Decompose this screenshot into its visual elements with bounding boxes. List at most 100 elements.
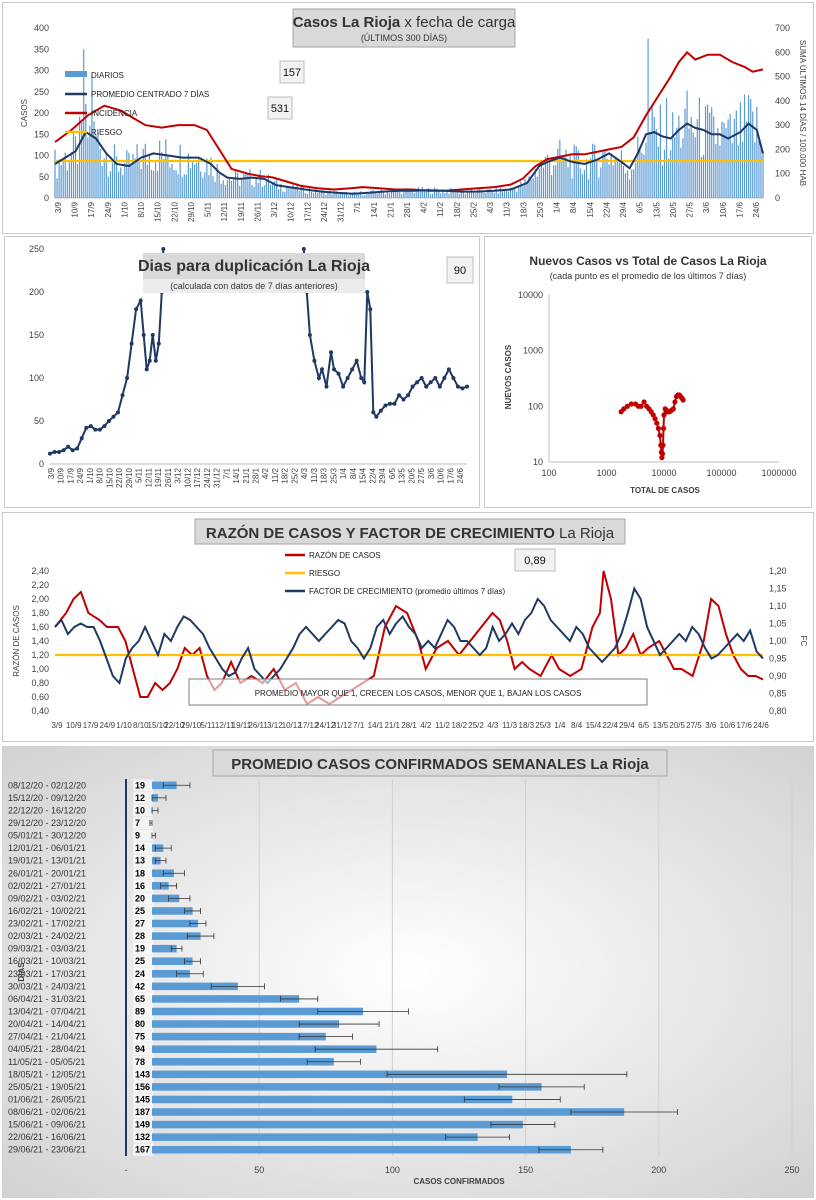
daily-bar <box>267 174 270 198</box>
daily-bar <box>372 189 374 198</box>
x-tick-label: 22/4 <box>368 467 377 483</box>
data-point <box>319 367 324 372</box>
daily-bar <box>686 90 688 198</box>
x-tick-label: 17/12 <box>298 721 319 730</box>
razon-chart: 0,40 0,60 0,80 1,00 1,20 1,40 1,60 1,80 2,00 2,20… <box>12 518 808 730</box>
bar-value-label: 13 <box>135 856 145 866</box>
value-label-bg <box>133 779 153 792</box>
daily-bar <box>118 171 120 198</box>
chart-subtitle: (cada punto es el promedio de los último… <box>550 271 747 281</box>
daily-bar <box>255 178 257 198</box>
daily-bar <box>81 121 83 198</box>
daily-bar <box>620 150 622 198</box>
daily-bar <box>60 164 62 198</box>
daily-bar <box>501 191 503 198</box>
daily-bar <box>269 184 272 198</box>
value-label-bg <box>133 1055 153 1068</box>
daily-bar <box>618 162 620 198</box>
daily-bar <box>390 191 393 198</box>
data-point <box>144 367 149 372</box>
daily-bar <box>427 187 430 198</box>
y2-tick-label: 1,05 <box>769 619 787 629</box>
daily-bar <box>388 193 391 198</box>
daily-bar <box>579 168 581 198</box>
daily-bar <box>286 186 288 198</box>
data-point <box>161 247 166 251</box>
category-label: 29/06/21 - 23/06/21 <box>8 1145 86 1155</box>
daily-bar <box>745 121 748 198</box>
daily-bar <box>468 192 471 198</box>
x-tick-label: 3/6 <box>427 467 436 479</box>
data-point <box>141 333 146 337</box>
daily-bar <box>573 144 575 198</box>
daily-bar <box>179 144 181 198</box>
daily-bar <box>163 159 165 198</box>
annotation-value: 0,89 <box>524 555 545 567</box>
bar <box>152 1070 507 1079</box>
x-tick-label: 8/4 <box>571 721 583 730</box>
data-point <box>120 393 125 398</box>
data-point <box>70 448 75 453</box>
x-tick-label: 24/6 <box>752 201 761 217</box>
x-tick-label: 25/2 <box>290 467 299 483</box>
daily-bar <box>360 191 362 198</box>
data-point <box>57 449 62 454</box>
data-point <box>150 333 155 337</box>
x-tick-label: 17/9 <box>87 201 96 217</box>
daily-bar <box>434 187 436 198</box>
category-label: 15/06/21 - 09/06/21 <box>8 1120 86 1130</box>
legend-label: DIARIOS <box>91 71 124 80</box>
daily-bar <box>639 147 641 198</box>
x-tick-label: 26/11 <box>253 201 262 221</box>
y-tick-label: 0,80 <box>31 678 49 688</box>
x-tick-label: 21/1 <box>384 721 400 730</box>
data-point <box>106 419 111 423</box>
daily-bar <box>696 119 698 198</box>
daily-bar <box>362 195 364 198</box>
daily-bar <box>750 99 752 198</box>
bar-value-label: 25 <box>135 906 145 916</box>
y-tick-label: 150 <box>34 129 49 139</box>
daily-bar <box>516 191 518 198</box>
title-box <box>292 8 516 48</box>
bar-value-label: 143 <box>135 1069 150 1079</box>
daily-bar <box>520 181 522 198</box>
category-label: 01/06/21 - 26/05/21 <box>8 1094 86 1104</box>
x-tick-label: 18/3 <box>519 721 535 730</box>
daily-bar <box>524 179 526 198</box>
category-label: 09/02/21 - 03/02/21 <box>8 893 86 903</box>
daily-bar <box>331 194 333 198</box>
bar-value-label: 12 <box>135 793 145 803</box>
y-tick-label: 50 <box>34 416 44 426</box>
daily-bar <box>546 154 549 198</box>
daily-bar <box>614 157 616 198</box>
bar-value-label: 19 <box>135 944 145 954</box>
daily-bar <box>56 178 58 198</box>
daily-bar <box>278 189 280 198</box>
daily-bar <box>198 157 200 198</box>
y-tick-label: 0 <box>44 193 49 203</box>
x-tick-label: 24/6 <box>753 721 769 730</box>
daily-bar <box>616 159 618 198</box>
daily-bar <box>659 104 661 198</box>
daily-bar <box>93 121 95 198</box>
x-axis-label: TOTAL DE CASOS <box>630 486 700 495</box>
daily-bar <box>719 145 721 198</box>
data-point <box>365 290 370 294</box>
x-tick-label: 27/5 <box>417 467 426 483</box>
x-tick-label: 17/9 <box>66 467 75 483</box>
y-tick-label: 250 <box>29 244 44 254</box>
daily-bar <box>727 119 729 198</box>
bar <box>152 1057 334 1066</box>
daily-bar <box>120 167 122 198</box>
x-tick-label: 11/3 <box>503 201 512 217</box>
daily-bar <box>265 179 267 198</box>
daily-bar <box>704 106 707 198</box>
title-box <box>194 518 626 545</box>
data-point <box>316 376 321 380</box>
x-tick-label: 12/11 <box>220 201 229 221</box>
daily-bar <box>553 165 555 198</box>
daily-bar <box>495 186 497 198</box>
x-axis-label: CASOS CONFIRMADOS <box>413 1177 505 1186</box>
daily-bar <box>477 189 479 198</box>
